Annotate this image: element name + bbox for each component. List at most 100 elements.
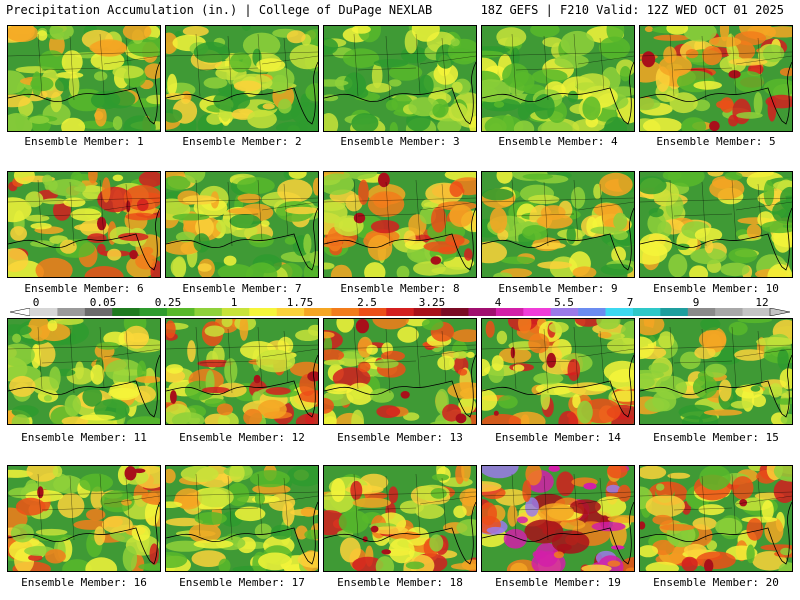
precip-blob (658, 55, 692, 77)
precip-max-blob (170, 390, 177, 404)
precip-blob (540, 205, 566, 221)
precip-blob (640, 375, 655, 389)
precip-blob (705, 363, 727, 378)
precip-blob (257, 399, 287, 419)
precip-blob (450, 38, 460, 47)
precip-blob (170, 257, 187, 277)
precip-blob (703, 409, 743, 416)
state-borders (640, 473, 792, 541)
precip-blob (195, 216, 214, 238)
precip-blob (764, 517, 784, 544)
precip-blob (374, 358, 399, 369)
precip-blob (503, 529, 528, 549)
coastline (482, 207, 634, 271)
precip-blob (252, 484, 291, 495)
coastline (482, 354, 634, 418)
precip-blob (591, 521, 626, 532)
precip-blob (137, 198, 149, 212)
precip-blob (216, 403, 233, 416)
precip-blob (411, 26, 440, 42)
state-borders (8, 473, 160, 541)
precip-blob (213, 90, 251, 112)
precip-blob (466, 351, 475, 358)
precip-blob (577, 400, 593, 424)
precip-max-blob (739, 499, 748, 507)
colorbar-tick-label: 2.5 (357, 296, 377, 309)
precip-blob (243, 408, 263, 424)
precip-blob (496, 172, 513, 184)
precip-blob (340, 537, 361, 563)
precip-blob (528, 333, 550, 354)
precip-blob (582, 96, 601, 121)
colorbar-tick-label: 0 (32, 296, 40, 309)
precip-blob (8, 248, 29, 273)
precip-blob (451, 329, 476, 343)
colorbar-right-arrow (769, 308, 790, 316)
precip-blob (709, 178, 745, 200)
precip-blob (254, 523, 272, 539)
ensemble-panel-10 (639, 171, 793, 278)
precip-blob (575, 73, 611, 94)
coastline (640, 354, 792, 418)
precip-blob (681, 415, 704, 424)
precip-blob (28, 554, 43, 561)
state-borders (640, 33, 792, 101)
precip-blob (763, 78, 792, 97)
precip-blob (773, 227, 792, 253)
precip-blob (667, 172, 705, 187)
precip-blob (498, 347, 532, 364)
precip-blob (613, 230, 629, 241)
precip-max-blob (610, 545, 625, 550)
precip-blob (777, 348, 789, 370)
precip-blob (372, 319, 409, 330)
precip-blob (239, 319, 249, 341)
state-borders (166, 473, 318, 541)
colorbar-segment (468, 308, 497, 316)
precip-blob (278, 98, 292, 114)
ensemble-member-label: Ensemble Member: 14 (495, 431, 621, 444)
ensemble-member-label: Ensemble Member: 12 (179, 431, 305, 444)
precip-blob (45, 549, 66, 564)
precip-blob (324, 262, 335, 270)
precip-blob (258, 552, 292, 571)
precip-blob (270, 524, 293, 540)
precip-blob (388, 538, 415, 564)
precip-blob (698, 330, 727, 349)
precip-max-blob (370, 525, 379, 533)
precip-map-18 (324, 466, 476, 571)
precip-blob (482, 241, 507, 264)
state-borders (324, 33, 476, 101)
precip-blob (376, 405, 401, 418)
precip-blob (613, 212, 628, 230)
precip-blob (280, 251, 317, 263)
ensemble-panel-13 (323, 318, 477, 425)
precip-blob (750, 385, 761, 392)
colorbar-segment (441, 308, 469, 316)
precip-blob (102, 515, 133, 534)
precip-blob (84, 266, 124, 277)
precip-blob (572, 394, 581, 409)
colorbar-segment (413, 308, 442, 316)
precip-blob (375, 556, 395, 571)
precip-blob (358, 179, 369, 205)
ensemble-member-label: Ensemble Member: 8 (340, 282, 460, 295)
precip-blob (287, 466, 318, 487)
precip-blob (123, 185, 160, 211)
precip-blob (271, 74, 289, 94)
precip-blob (581, 564, 612, 571)
precip-blob (652, 514, 673, 525)
precip-blob (125, 212, 158, 221)
precip-blob (303, 233, 312, 254)
precip-blob (716, 100, 734, 110)
colorbar-tick-label: 3.25 (418, 296, 446, 309)
precip-blob (388, 79, 402, 87)
precip-blob (141, 490, 160, 505)
colorbar-left-arrow (10, 308, 31, 316)
precip-blob (62, 559, 92, 571)
precip-blob (625, 567, 634, 571)
state-borders (166, 179, 318, 247)
ensemble-member-label: Ensemble Member: 15 (653, 431, 779, 444)
precip-blob (144, 500, 160, 526)
precip-blob (373, 59, 409, 68)
precip-blob (288, 172, 307, 179)
